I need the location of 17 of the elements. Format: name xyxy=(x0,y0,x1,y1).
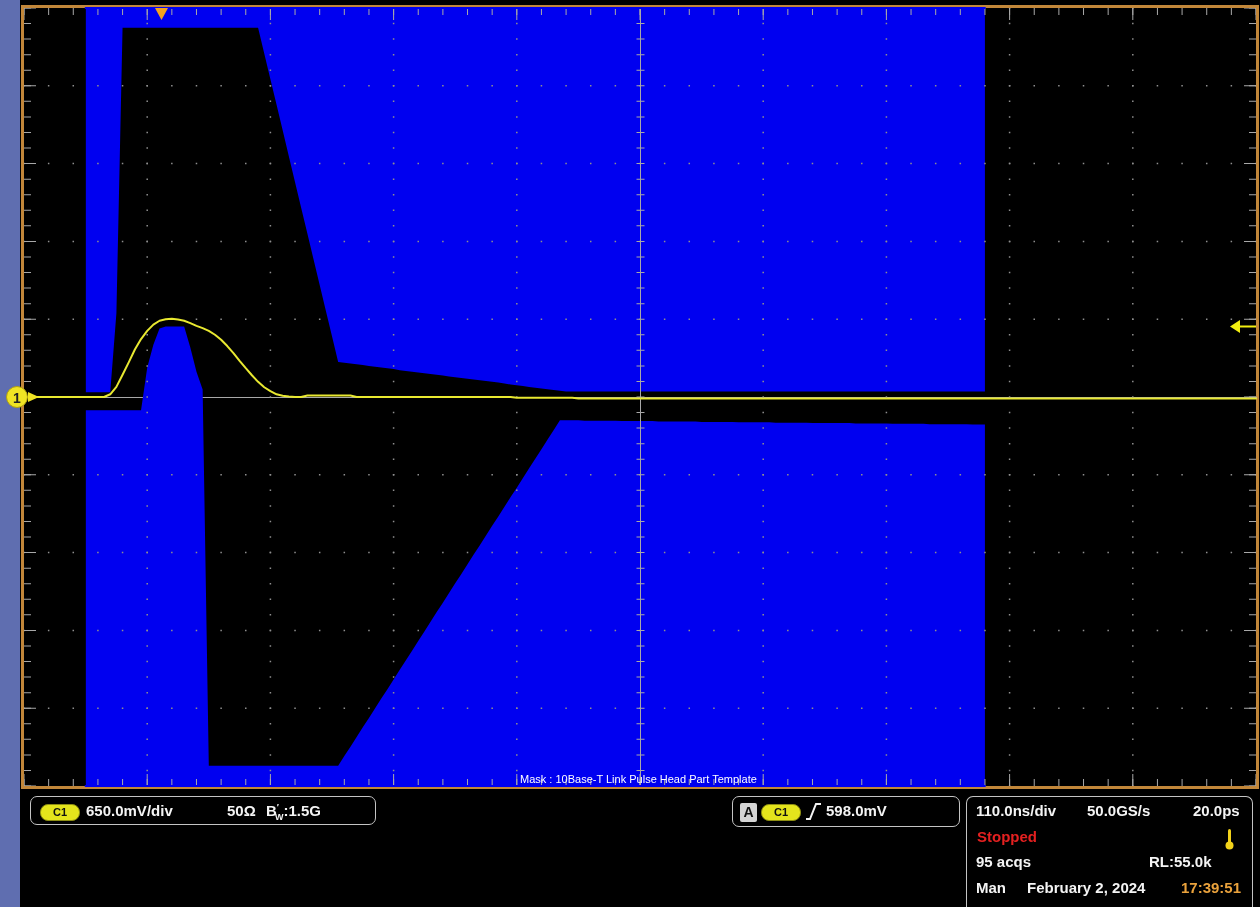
text: 17:39:51 xyxy=(1181,879,1242,897)
text: 95 acqs xyxy=(976,853,1032,871)
text: Stopped xyxy=(977,828,1037,846)
text: RL:55.0k xyxy=(1149,853,1212,871)
text: February 2, 2024 xyxy=(1027,879,1146,897)
text: Man xyxy=(976,879,1006,897)
text: 598.0mV xyxy=(826,802,887,820)
text: B$^{′}$$_{W}$:1.5G xyxy=(266,802,322,822)
text: C1 xyxy=(40,803,80,821)
text: 50.0GS/s xyxy=(1087,802,1151,820)
text: C1 xyxy=(761,803,801,821)
text: 20.0ps xyxy=(1193,802,1240,820)
text: 650.0mV/div xyxy=(86,802,173,820)
text: 50Ω xyxy=(227,802,256,820)
annotation: 1 xyxy=(6,386,28,408)
text: A xyxy=(740,802,757,822)
text: 110.0ns/div xyxy=(976,802,1057,820)
